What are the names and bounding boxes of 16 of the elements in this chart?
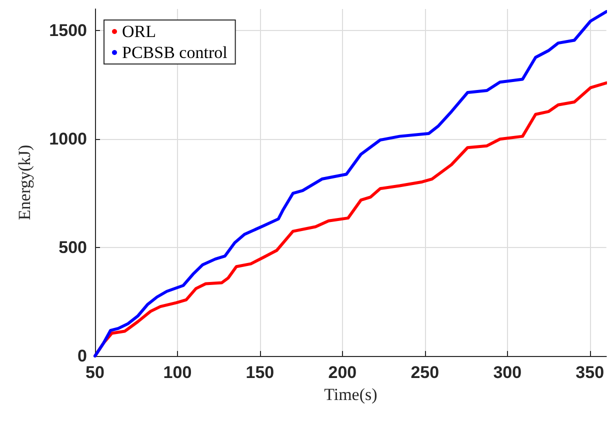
y-tick-label: 500 (58, 238, 87, 258)
x-tick-label: 250 (410, 363, 440, 382)
x-axis-title: Time(s) (324, 385, 378, 404)
x-tick-label: 300 (493, 363, 522, 382)
y-tick-label: 1500 (49, 21, 87, 40)
x-tick-label: 150 (246, 363, 274, 382)
y-axis-title: Energy(kJ) (15, 144, 34, 220)
line-series (94, 10, 607, 358)
x-tick-label: 350 (576, 363, 604, 382)
x-tick-label: 100 (163, 363, 192, 382)
x-tick-label: 200 (328, 363, 357, 382)
y-tick-label: 1000 (49, 130, 87, 149)
legend-label: PCBSB control (122, 43, 228, 62)
x-tick-label: 50 (86, 363, 104, 382)
legend-label: ORL (122, 22, 156, 41)
y-tick-label: 0 (78, 346, 87, 366)
